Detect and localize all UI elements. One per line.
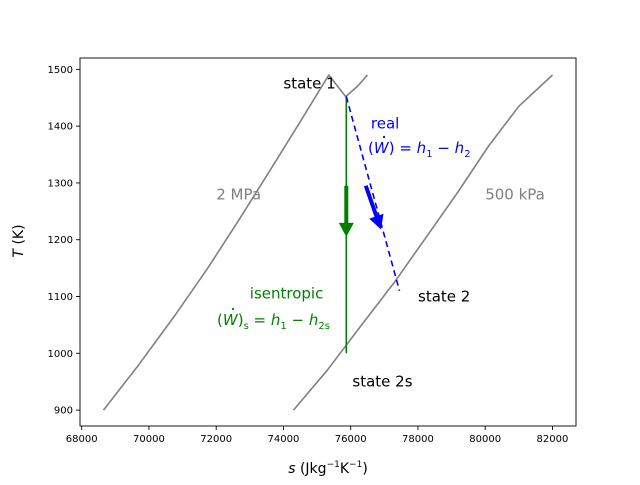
x-tick-label: 82000 — [537, 434, 569, 445]
real-arrow — [363, 185, 384, 230]
series-line-real — [345, 96, 401, 292]
pressure-2mpa-label: 2 MPa — [216, 185, 261, 203]
y-tick-label: 1400 — [48, 122, 73, 133]
isentropic-equation: (W)s = h1 − h2s — [217, 311, 330, 332]
x-tick-label: 70000 — [133, 434, 165, 445]
x-tick-label: 80000 — [469, 434, 501, 445]
x-axis-label: s (Jkg−1K−1) — [288, 460, 368, 477]
x-tick-label: 76000 — [335, 434, 367, 445]
pressure-500kpa-label: 500 kPa — [485, 185, 545, 203]
y-tick-label: 1100 — [48, 292, 73, 303]
state-1-label: state 1 — [283, 75, 335, 93]
plot-frame — [79, 57, 577, 427]
series-line-2-mpa — [102, 74, 369, 411]
series-line-500-kpa — [292, 74, 554, 411]
y-tick-label: 1300 — [48, 178, 73, 189]
state-2-label: state 2 — [418, 288, 470, 306]
arrow-layer — [338, 185, 384, 237]
x-tick-label: 78000 — [402, 434, 434, 445]
isentropic-equation-wdot — [231, 307, 235, 311]
real-label: real — [371, 114, 399, 132]
y-tick-label: 900 — [54, 406, 73, 417]
real-equation-wdot — [382, 135, 386, 139]
annotation-layer: state 1 state 2 state 2s 2 MPa 500 kPa real is… — [216, 75, 545, 391]
x-tick-label: 68000 — [66, 434, 98, 445]
isentropic-label: isentropic — [250, 285, 324, 303]
isentropic-arrow — [338, 185, 354, 237]
y-tick-label: 1500 — [48, 65, 73, 76]
y-tick-label: 1000 — [48, 349, 73, 360]
real-equation: (W) = h1 − h2 — [368, 139, 471, 160]
tick-layer: 68000 70000 72000 74000 76000 78000 80000 82000… — [48, 65, 569, 445]
y-axis-label: T (K) — [11, 224, 27, 257]
state-2s-label: state 2s — [352, 373, 412, 391]
y-tick-label: 1200 — [48, 235, 73, 246]
x-tick-label: 74000 — [268, 434, 300, 445]
x-tick-label: 72000 — [200, 434, 232, 445]
